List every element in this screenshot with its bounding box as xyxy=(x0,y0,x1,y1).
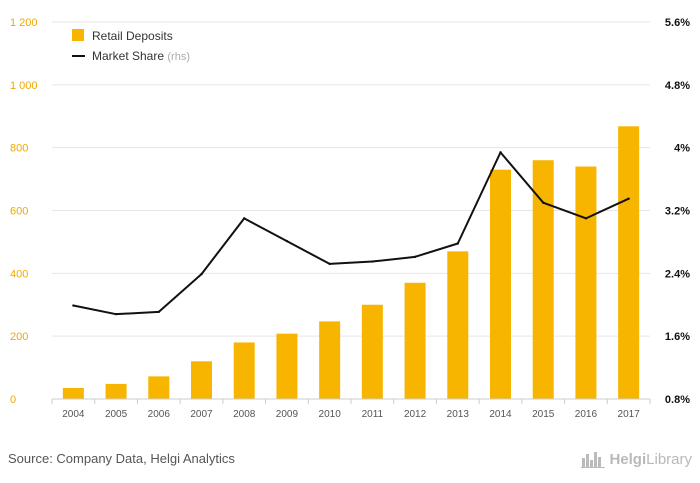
x-tick-label: 2011 xyxy=(362,409,384,420)
y-left-tick-label: 200 xyxy=(10,331,28,343)
x-tick-label: 2015 xyxy=(532,409,555,420)
y-left-tick-label: 800 xyxy=(10,143,28,155)
y-left-tick-label: 1 000 xyxy=(10,80,38,92)
bar xyxy=(447,251,469,399)
y-right-tick-label: 1.6% xyxy=(665,331,690,343)
x-tick-label: 2007 xyxy=(190,409,213,420)
line-point xyxy=(285,239,289,243)
bar xyxy=(532,160,554,399)
x-tick-label: 2004 xyxy=(62,409,85,420)
y-right-tick-label: 4% xyxy=(674,143,690,155)
line-point xyxy=(627,197,630,200)
bar xyxy=(490,169,511,399)
x-tick-label: 2006 xyxy=(148,409,171,420)
bar xyxy=(276,333,298,399)
x-tick-label: 2005 xyxy=(105,409,128,420)
line-point xyxy=(371,260,374,263)
legend-label-retail-deposits: Retail Deposits xyxy=(92,29,173,43)
bar xyxy=(148,376,170,399)
logo-rest: Library xyxy=(646,450,692,468)
bar xyxy=(62,388,84,399)
line-point xyxy=(200,272,203,276)
bar xyxy=(404,282,426,399)
legend-swatch-retail-deposits xyxy=(72,29,84,41)
x-tick-label: 2014 xyxy=(489,409,512,420)
y-left-tick-label: 1 200 xyxy=(10,17,38,29)
line-series xyxy=(72,151,630,316)
bar-series xyxy=(62,126,640,399)
line-point xyxy=(157,310,160,314)
y-left-tick-label: 0 xyxy=(10,394,16,406)
line-point xyxy=(542,201,545,204)
chart: 0 200 400 600 800 1 000 1 200 0.8% 1.6% 2.4% 3.2% 4… xyxy=(10,17,690,420)
bar xyxy=(105,383,127,399)
line-point xyxy=(584,217,588,220)
bar xyxy=(618,126,640,399)
x-tick-label: 2017 xyxy=(618,409,641,420)
bar xyxy=(575,166,597,399)
x-tick-label: 2008 xyxy=(233,409,256,420)
line-point xyxy=(328,262,331,266)
x-tick-label: 2013 xyxy=(447,409,470,420)
x-tick-label: 2010 xyxy=(319,409,342,420)
source-note: Source: Company Data, Helgi Analytics xyxy=(8,451,235,466)
legend-label-market-share: Market Share (rhs) xyxy=(92,49,190,63)
bar xyxy=(319,321,341,399)
y-right-tick-label: 4.8% xyxy=(665,80,690,92)
x-tick-label: 2016 xyxy=(575,409,598,420)
gridlines xyxy=(52,21,650,337)
line-point xyxy=(456,242,459,245)
bar xyxy=(191,361,212,399)
line-point xyxy=(413,255,417,259)
legend-rhs-note: (rhs) xyxy=(167,51,190,63)
bar xyxy=(233,342,255,399)
line-point xyxy=(499,151,502,154)
y-right-tick-label: 0.8% xyxy=(665,394,690,406)
city-skyline-icon xyxy=(581,452,606,468)
y-left-tick-label: 400 xyxy=(10,268,28,280)
bar xyxy=(361,304,383,399)
market-share-line xyxy=(73,151,630,316)
y-right-tick-label: 5.6% xyxy=(665,17,690,29)
axes: 0 200 400 600 800 1 000 1 200 0.8% 1.6% 2.4% 3.2% 4… xyxy=(10,17,690,420)
y-right-tick-label: 3.2% xyxy=(665,206,690,218)
x-tick-label: 2009 xyxy=(276,409,299,420)
line-point xyxy=(114,312,118,316)
y-right-tick-label: 2.4% xyxy=(665,268,690,280)
y-left-tick-label: 600 xyxy=(10,206,28,218)
line-point xyxy=(72,304,75,307)
helgi-library-logo[interactable]: Helgi Library xyxy=(581,447,692,471)
line-point xyxy=(243,217,246,220)
legend: Retail Deposits Market Share (rhs) xyxy=(72,29,190,63)
x-tick-label: 2012 xyxy=(404,409,427,420)
logo-brand: Helgi xyxy=(609,450,647,468)
